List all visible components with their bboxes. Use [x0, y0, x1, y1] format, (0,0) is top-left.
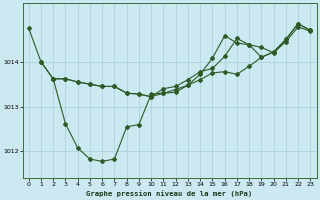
X-axis label: Graphe pression niveau de la mer (hPa): Graphe pression niveau de la mer (hPa) — [86, 190, 253, 197]
